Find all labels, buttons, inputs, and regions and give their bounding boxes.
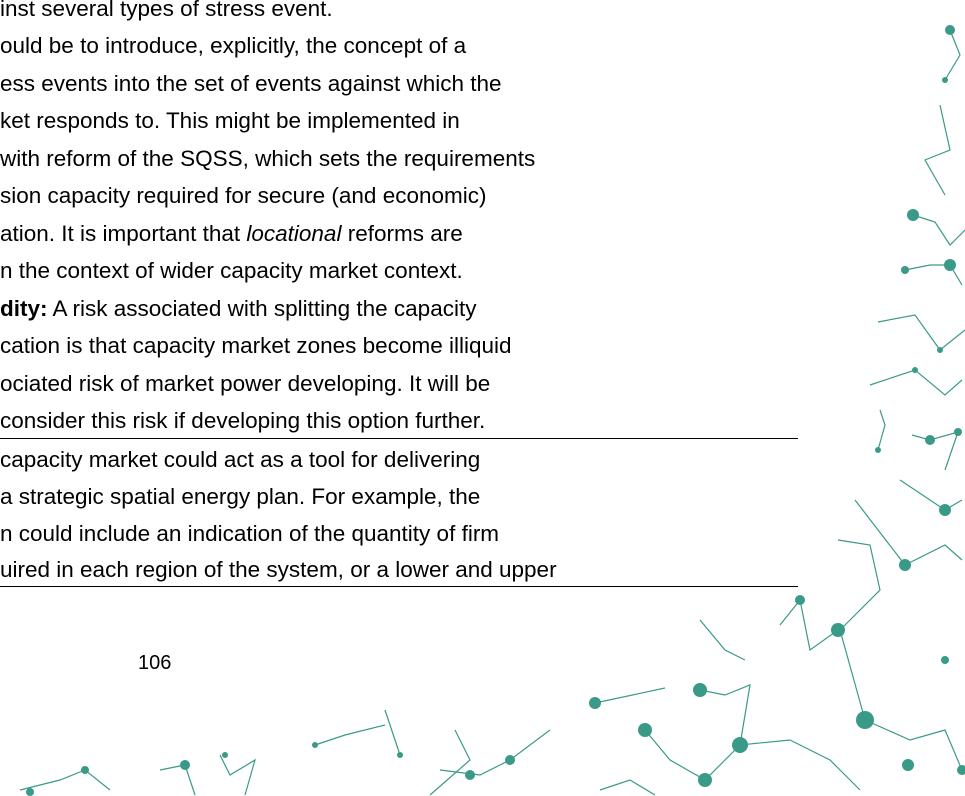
node xyxy=(957,765,965,775)
node xyxy=(945,25,955,35)
link xyxy=(870,370,962,395)
link xyxy=(878,315,965,350)
table-rule xyxy=(0,438,798,439)
text: reforms are xyxy=(341,221,462,246)
link xyxy=(385,710,400,755)
text-line: sion capacity required for secure (and e… xyxy=(0,183,487,209)
node xyxy=(944,259,956,271)
text-line: ociated risk of market power developing.… xyxy=(0,371,490,397)
link xyxy=(700,620,745,660)
link xyxy=(430,730,470,795)
node xyxy=(875,447,881,453)
text-line: inst several types of stress event. xyxy=(0,0,333,22)
node xyxy=(589,697,601,709)
node xyxy=(397,752,403,758)
text-line: cation is that capacity market zones bec… xyxy=(0,333,512,359)
text-line: ess events into the set of events agains… xyxy=(0,71,502,97)
text-line: a strategic spatial energy plan. For exa… xyxy=(0,484,480,510)
node xyxy=(698,773,712,787)
node xyxy=(937,347,943,353)
page: {"upper_text": {"lines": [ "inst several… xyxy=(0,0,965,796)
node xyxy=(732,737,748,753)
link xyxy=(20,770,110,790)
text-line: ket responds to. This might be implement… xyxy=(0,108,460,134)
link xyxy=(913,215,965,245)
link xyxy=(160,765,195,795)
table-rule xyxy=(0,586,798,587)
node xyxy=(222,752,228,758)
text-line: consider this risk if developing this op… xyxy=(0,408,485,434)
link xyxy=(865,720,962,770)
emphasis: locational xyxy=(246,221,341,246)
node xyxy=(902,759,914,771)
node xyxy=(942,77,948,83)
text-line: ation. It is important that locational r… xyxy=(0,221,463,247)
text-line: capacity market could act as a tool for … xyxy=(0,447,480,473)
link xyxy=(945,30,960,80)
text: A risk associated with splitting the cap… xyxy=(48,296,477,321)
text-line: n the context of wider capacity market c… xyxy=(0,258,463,284)
node xyxy=(81,766,89,774)
node xyxy=(901,266,909,274)
node xyxy=(954,428,962,436)
node xyxy=(899,559,911,571)
page-number: 106 xyxy=(138,650,171,676)
node xyxy=(465,770,475,780)
text-line: n could include an indication of the qua… xyxy=(0,521,499,547)
link xyxy=(900,480,962,510)
link xyxy=(220,755,255,795)
node xyxy=(941,656,949,664)
node xyxy=(505,755,515,765)
text-line: dity: A risk associated with splitting t… xyxy=(0,296,476,322)
text-line: ould be to introduce, explicitly, the co… xyxy=(0,33,466,59)
node xyxy=(912,367,918,373)
text: ation. It is important that xyxy=(0,221,246,246)
node xyxy=(638,723,652,737)
node xyxy=(180,760,190,770)
node xyxy=(312,742,318,748)
node xyxy=(907,209,919,221)
link xyxy=(780,600,838,650)
link xyxy=(645,730,740,780)
link xyxy=(925,105,950,195)
node xyxy=(26,788,34,796)
node xyxy=(795,595,805,605)
node xyxy=(693,683,707,697)
text-line: uired in each region of the system, or a… xyxy=(0,557,557,583)
link xyxy=(315,725,385,745)
link xyxy=(440,730,550,775)
link xyxy=(912,432,958,470)
text-line: with reform of the SQSS, which sets the … xyxy=(0,146,535,172)
node xyxy=(856,711,874,729)
link xyxy=(595,688,665,703)
link xyxy=(878,410,885,450)
link xyxy=(600,780,655,795)
node xyxy=(939,504,951,516)
link xyxy=(790,740,860,790)
node xyxy=(925,435,935,445)
link xyxy=(700,685,790,745)
node xyxy=(831,623,845,637)
bold-label: dity: xyxy=(0,296,48,321)
